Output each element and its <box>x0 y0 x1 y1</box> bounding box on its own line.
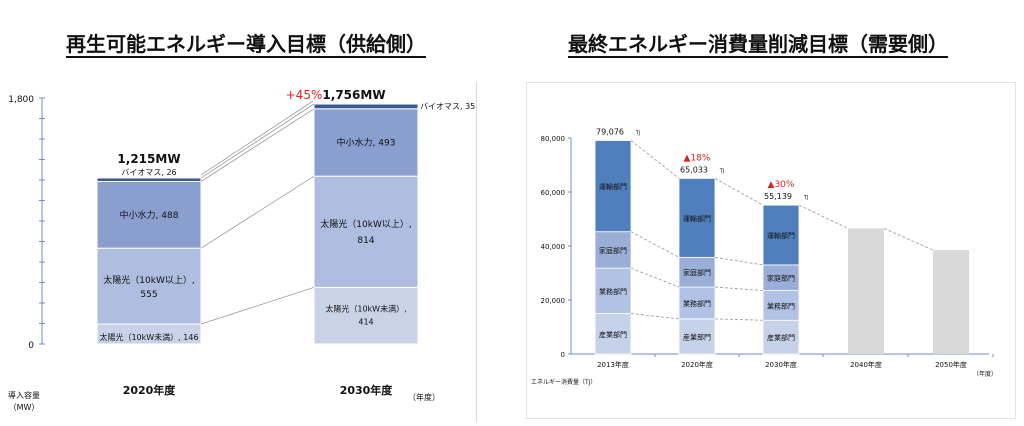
segment-label: 運輸部門 <box>767 231 795 240</box>
bar-segment <box>313 108 419 177</box>
connector-line <box>714 318 764 321</box>
demand-chart-panel: 0 20,000 40,000 60,000 80,000 産業部門 業務部門 家庭部門 運輸部… <box>526 82 1016 419</box>
segment-label: 運輸部門 <box>599 182 627 191</box>
bar-segment <box>594 231 632 269</box>
y-tick-label: 1,800 <box>8 95 34 105</box>
segment-label: 家庭部門 <box>683 268 711 277</box>
bar-segment <box>96 181 202 249</box>
segment-label: 太陽光（10kW未満）, 146 <box>99 332 198 342</box>
bar-segment <box>762 264 800 291</box>
connector-line <box>630 313 680 320</box>
segment-label: 中小水力, 493 <box>337 136 396 148</box>
change-label: ▲30% <box>768 180 795 190</box>
segment-label: 運輸部門 <box>683 214 711 223</box>
y-axis-title: エネルギー消費量（TJ） <box>531 378 596 386</box>
total-unit-label: TJ <box>719 168 725 174</box>
segment-label: バイオマス, 26 <box>121 168 176 177</box>
supply-chart: 0 1,800 太陽光（10kW未満）, 146 太陽光（10kW以上）, 555 中小水… <box>8 88 475 412</box>
projection-bar <box>848 228 884 354</box>
connector-line <box>200 175 315 249</box>
connector-line <box>630 231 680 258</box>
bar-segment <box>313 286 419 345</box>
segment-label: 家庭部門 <box>767 274 795 283</box>
connector-line <box>714 178 764 206</box>
segment-label: 業務部門 <box>767 301 795 310</box>
x-category-label: 2030年度 <box>765 360 797 369</box>
connector-line <box>200 100 314 176</box>
segment-label: 業務部門 <box>599 287 627 296</box>
y-tick-label: 40,000 <box>541 243 566 251</box>
right-chart-title: 最終エネルギー消費量削減目標（需要側） <box>568 32 948 56</box>
bar-segment <box>313 103 419 110</box>
x-unit-label: （年度） <box>973 370 997 378</box>
bar-segment <box>678 178 716 258</box>
x-category-label: 2030年度 <box>340 383 394 397</box>
segment-label: 太陽光（10kW未満）, 414 <box>325 304 406 327</box>
bar-segment <box>678 318 716 355</box>
total-label: 55,139 <box>764 192 792 201</box>
y-tick-label: 0 <box>28 341 34 351</box>
total-unit-label: TJ <box>635 130 641 136</box>
segment-label: バイオマス, 35 <box>420 102 475 111</box>
segment-label: 産業部門 <box>767 333 795 342</box>
x-category-label: 2040年度 <box>850 360 882 369</box>
bar-segment <box>762 319 800 355</box>
bar-segment <box>762 204 800 266</box>
bar-segment <box>678 256 716 288</box>
x-category-label: 2020年度 <box>681 360 713 369</box>
total-label: 65,033 <box>680 165 708 174</box>
left-chart-title: 再生可能エネルギー導入目標（供給側） <box>66 32 426 56</box>
connector-line <box>630 267 680 288</box>
x-category-label: 2050年度 <box>935 360 967 369</box>
x-category-label: 2020年度 <box>123 383 177 397</box>
y-axis-title: 導入容量（MW） <box>8 390 40 412</box>
total-label: 1,215MW <box>117 152 180 166</box>
x-category-label: 2013年度 <box>597 360 629 369</box>
connector-line <box>200 103 315 179</box>
y-tick-label: 0 <box>561 351 565 359</box>
connector-line <box>714 256 764 266</box>
x-unit-label: （年度） <box>408 392 440 402</box>
segment-label: 中小水力, 488 <box>120 209 179 221</box>
segment-label: 太陽光（10kW以上）, 555 <box>103 274 194 300</box>
bar-segment <box>594 140 632 233</box>
bar-segment <box>313 175 419 288</box>
projection-bar <box>933 250 969 354</box>
segment-label: 家庭部門 <box>599 246 627 255</box>
bar-segment <box>762 290 800 321</box>
connector-line <box>200 108 315 182</box>
change-label: ▲18% <box>684 153 711 163</box>
demand-chart: 0 20,000 40,000 60,000 80,000 産業部門 業務部門 家庭部門 運輸部… <box>531 127 997 386</box>
total-unit-label: TJ <box>803 195 809 201</box>
segment-label: 産業部門 <box>683 332 711 341</box>
connector-line <box>714 286 764 291</box>
bar-segment <box>96 247 202 325</box>
bar-segment <box>594 267 632 314</box>
segment-label: 業務部門 <box>683 299 711 308</box>
connector-line <box>630 140 680 179</box>
bar-segment <box>678 286 716 320</box>
y-tick-label: 20,000 <box>541 297 566 305</box>
y-tick-label: 60,000 <box>541 189 566 197</box>
connector-line <box>798 204 849 229</box>
total-label: 1,756MW <box>322 88 385 102</box>
supply-chart-panel: 0 1,800 太陽光（10kW未満）, 146 太陽光（10kW以上）, 555 中小水… <box>2 82 477 422</box>
segment-label: 産業部門 <box>599 330 627 339</box>
connector-line <box>200 287 315 325</box>
connector-line <box>883 228 934 251</box>
bar-segment <box>96 177 202 183</box>
y-tick-label: 80,000 <box>541 135 566 143</box>
change-label: +45% <box>286 88 323 102</box>
total-label: 79,076 <box>596 127 624 136</box>
segment-label: 太陽光（10kW以上）, 814 <box>320 218 411 246</box>
